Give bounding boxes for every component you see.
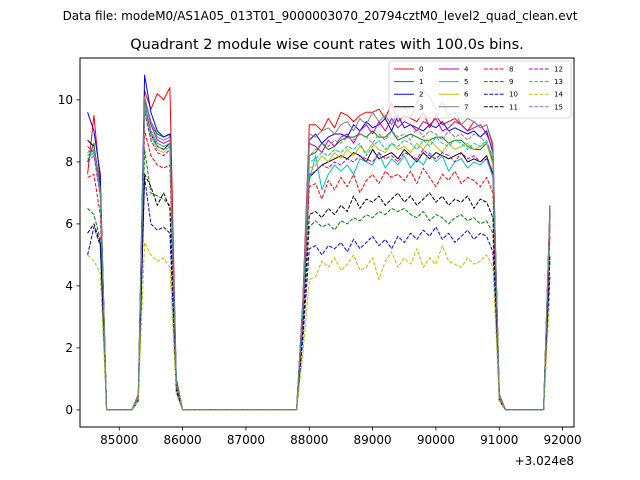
y-axis: 0 2 4 6 8 10 <box>58 93 80 417</box>
y-tick-label: 4 <box>65 279 73 293</box>
series-layer <box>87 74 551 411</box>
figure-suptitle: Data file: modeM0/AS1A05_013T01_90000030… <box>63 9 578 23</box>
series-line-13 <box>87 105 551 411</box>
legend-label-6: 6 <box>464 91 469 99</box>
legend-label-2: 2 <box>419 91 423 99</box>
series-line-2 <box>87 74 551 411</box>
series-line-0 <box>87 87 551 411</box>
legend-label-11: 11 <box>509 103 518 111</box>
series-line-6 <box>87 108 551 411</box>
legend-label-15: 15 <box>554 103 563 111</box>
y-tick-label: 6 <box>65 217 73 231</box>
legend-label-0: 0 <box>419 66 423 74</box>
y-tick-label: 0 <box>65 403 73 417</box>
y-tick-label: 10 <box>58 93 73 107</box>
series-line-12 <box>87 111 551 411</box>
x-tick-label: 86000 <box>164 433 202 447</box>
axes-frame <box>79 57 575 428</box>
x-offset-label: +3.024e8 <box>515 454 574 468</box>
legend-label-8: 8 <box>509 66 513 74</box>
legend-label-9: 9 <box>509 78 513 86</box>
legend-label-5: 5 <box>464 78 468 86</box>
series-line-10 <box>87 176 551 411</box>
series-line-11 <box>87 173 551 411</box>
series-line-7 <box>87 90 551 411</box>
x-tick-label: 90000 <box>417 433 455 447</box>
x-tick-label: 92000 <box>544 433 582 447</box>
series-line-15 <box>87 102 551 411</box>
legend-label-12: 12 <box>554 66 563 74</box>
x-tick-label: 88000 <box>290 433 328 447</box>
x-tick-label: 87000 <box>227 433 265 447</box>
x-tick-label: 89000 <box>354 433 392 447</box>
series-line-14 <box>87 242 551 411</box>
chart-title: Quadrant 2 module wise count rates with … <box>130 37 524 53</box>
x-tick-label: 91000 <box>480 433 518 447</box>
legend-label-10: 10 <box>509 91 518 99</box>
y-tick-label: 8 <box>65 155 73 169</box>
legend-label-1: 1 <box>419 78 423 86</box>
series-line-4 <box>87 96 551 411</box>
x-tick-label: 85000 <box>100 433 138 447</box>
series-line-8 <box>87 130 551 411</box>
y-tick-label: 2 <box>65 341 73 355</box>
legend-label-3: 3 <box>419 103 423 111</box>
legend-label-7: 7 <box>464 103 468 111</box>
series-line-9 <box>87 149 551 411</box>
legend-label-14: 14 <box>554 91 563 99</box>
x-axis: 85000 86000 87000 88000 89000 90000 91000 92000 <box>100 427 582 447</box>
legend-label-4: 4 <box>464 66 469 74</box>
legend-box <box>388 60 572 119</box>
legend-label-13: 13 <box>554 78 563 86</box>
